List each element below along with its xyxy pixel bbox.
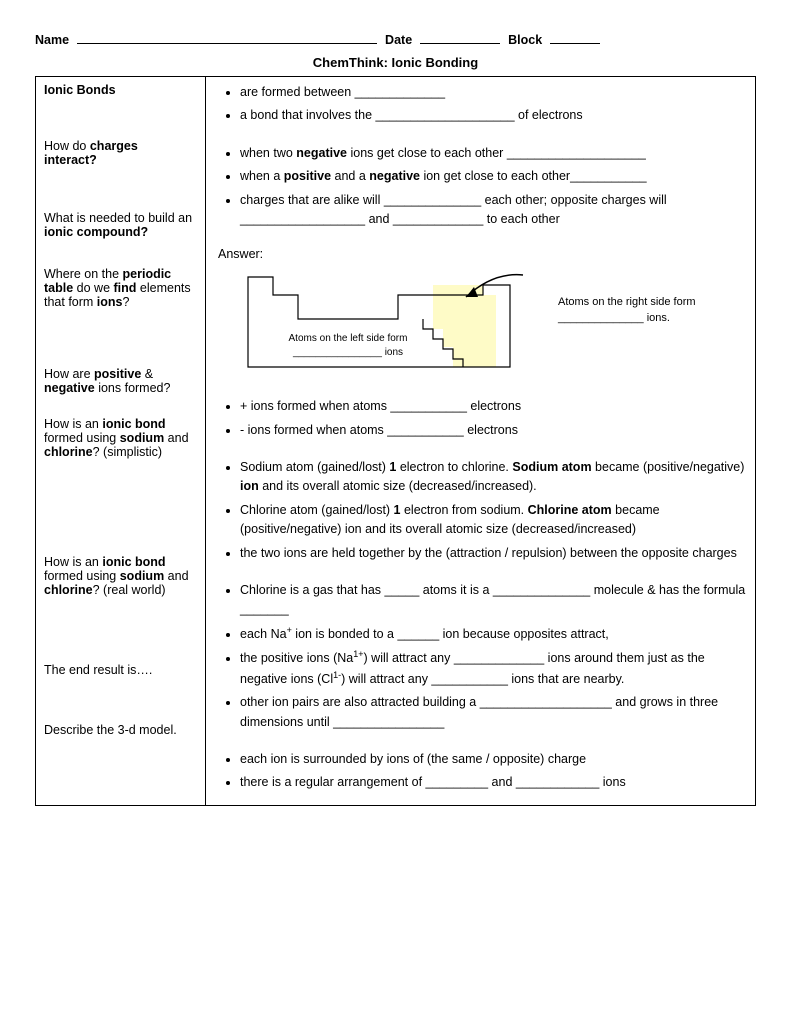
bullet-list: + ions formed when atoms ___________ ele… [218, 397, 747, 440]
left-bold: sodium [120, 431, 164, 445]
left-text: How is an [44, 555, 102, 569]
left-bold: chlorine [44, 445, 93, 459]
bullet-item: other ion pairs are also attracted build… [240, 693, 747, 732]
left-bold: ionic bond [102, 417, 165, 431]
left-bold: sodium [120, 569, 164, 583]
left-text: ? (simplistic) [93, 445, 162, 459]
answer-label: Answer: [218, 247, 747, 261]
bullet-list: Sodium atom (gained/lost) 1 electron to … [218, 458, 747, 563]
bullet-list: are formed between _____________ a bond … [218, 83, 747, 126]
left-text: How are [44, 367, 94, 381]
header-row: Name Date Block [35, 30, 756, 47]
diag-left-text-1: Atoms on the left side form [289, 333, 408, 344]
left-text: do we [73, 281, 113, 295]
left-text: & [141, 367, 153, 381]
bullet-item: Chlorine is a gas that has _____ atoms i… [240, 581, 747, 620]
date-label: Date [385, 33, 412, 47]
name-blank[interactable] [77, 30, 377, 44]
left-text: ? [123, 295, 130, 309]
bullet-item: each ion is surrounded by ions of (the s… [240, 750, 747, 769]
b: negative [296, 146, 347, 160]
t: ) will attract any ___________ ions that… [341, 672, 624, 686]
left-text: Where on the [44, 267, 123, 281]
left-bold: ionic compound? [44, 225, 148, 239]
left-bold: negative [44, 381, 95, 395]
left-heading-ionic-bonds: Ionic Bonds [44, 83, 116, 97]
bullet-list: Chlorine is a gas that has _____ atoms i… [218, 581, 747, 732]
bullet-item: the positive ions (Na1+ ) will attract an… [240, 648, 747, 689]
b: Sodium atom [512, 460, 591, 474]
bullet-item: + ions formed when atoms ___________ ele… [240, 397, 747, 416]
left-text: formed using [44, 569, 120, 583]
block-label: Block [508, 33, 542, 47]
highlight-region [433, 285, 496, 367]
bullet-item: a bond that involves the _______________… [240, 106, 747, 125]
bullet-item: - ions formed when atoms ___________ ele… [240, 421, 747, 440]
left-text: How is an [44, 417, 102, 431]
left-bold: positive [94, 367, 141, 381]
t: when two [240, 146, 296, 160]
left-bold: interact? [44, 153, 97, 167]
left-text: and [164, 431, 188, 445]
b: positive [284, 169, 331, 183]
worksheet-table: Ionic Bonds How do charges interact? Wha… [35, 76, 756, 806]
t: Chlorine atom (gained/lost) [240, 503, 394, 517]
t: ______________ ions. [558, 312, 670, 324]
bullet-item: are formed between _____________ [240, 83, 747, 102]
block-blank[interactable] [550, 30, 600, 44]
left-bold: charges [90, 139, 138, 153]
t: and its overall atomic size (decreased/i… [259, 479, 537, 493]
left-text: and [164, 569, 188, 583]
left-text: Describe the 3-d model. [44, 723, 177, 737]
diagram-right-caption: Atoms on the right side form ___________… [558, 295, 696, 326]
left-text: What is needed to build an [44, 211, 192, 225]
left-text: How do [44, 139, 90, 153]
b: 1 [394, 503, 401, 517]
left-bold: ionic bond [102, 555, 165, 569]
bullet-item: there is a regular arrangement of ______… [240, 773, 747, 792]
left-bold: chlorine [44, 583, 93, 597]
left-bold: find [114, 281, 137, 295]
superscript: 1- [333, 670, 341, 680]
t: ions get close to each other ___________… [347, 146, 646, 160]
periodic-table-diagram: Atoms on the left side form ____________… [228, 267, 747, 387]
diag-left-text-2: ________________ ions [292, 347, 403, 358]
bullet-item: the two ions are held together by the (a… [240, 544, 747, 563]
b: negative [369, 169, 420, 183]
bullet-item: when a positive and a negative ion get c… [240, 167, 747, 186]
date-blank[interactable] [420, 30, 500, 44]
t: and a [331, 169, 369, 183]
left-text: The end result is…. [44, 663, 152, 677]
superscript: 1+ [353, 649, 363, 659]
right-column: are formed between _____________ a bond … [206, 77, 756, 806]
left-text: formed using [44, 431, 120, 445]
b: ion [240, 479, 259, 493]
t: the positive ions (Na [240, 651, 353, 665]
t: Sodium atom (gained/lost) [240, 460, 389, 474]
b: Chlorine atom [528, 503, 612, 517]
left-text: ? (real world) [93, 583, 166, 597]
t: ion get close to each other___________ [420, 169, 647, 183]
t: ion is bonded to a ______ ion because op… [292, 627, 609, 641]
bullet-item: Sodium atom (gained/lost) 1 electron to … [240, 458, 747, 497]
t: electron from sodium. [401, 503, 528, 517]
name-label: Name [35, 33, 69, 47]
periodic-table-svg: Atoms on the left side form ____________… [228, 267, 548, 387]
t: each Na [240, 627, 287, 641]
bullet-list: each ion is surrounded by ions of (the s… [218, 750, 747, 793]
page-title: ChemThink: Ionic Bonding [35, 55, 756, 70]
bullet-list: when two negative ions get close to each… [218, 144, 747, 230]
left-text: ions formed? [95, 381, 171, 395]
left-bold: ions [97, 295, 123, 309]
t: became (positive/negative) [592, 460, 745, 474]
bullet-item: Chlorine atom (gained/lost) 1 electron f… [240, 501, 747, 540]
t: electron to chlorine. [396, 460, 512, 474]
t: Atoms on the right side form [558, 296, 696, 308]
t: when a [240, 169, 284, 183]
bullet-item: each Na+ ion is bonded to a ______ ion b… [240, 624, 747, 645]
left-column: Ionic Bonds How do charges interact? Wha… [36, 77, 206, 806]
bullet-item: charges that are alike will ____________… [240, 191, 747, 230]
bullet-item: when two negative ions get close to each… [240, 144, 747, 163]
